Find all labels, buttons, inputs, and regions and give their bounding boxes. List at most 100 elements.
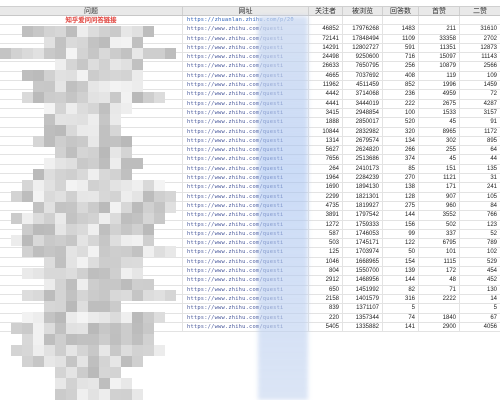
- column-header-url[interactable]: 网址: [183, 7, 309, 15]
- second-likes-cell[interactable]: 529: [486, 258, 497, 265]
- followers-cell[interactable]: 587: [309, 229, 343, 239]
- answers-cell[interactable]: 99: [383, 229, 419, 239]
- followers-cell[interactable]: 1690: [309, 183, 343, 192]
- followers-cell[interactable]: 4665: [309, 71, 343, 81]
- url-link[interactable]: https://www.zhihu.com/questi: [183, 276, 309, 285]
- top-likes-cell[interactable]: 1533: [419, 108, 460, 118]
- question-title-cell[interactable]: [0, 43, 183, 53]
- top-likes-cell[interactable]: 119: [419, 71, 460, 81]
- question-title-cell[interactable]: 知乎爱问问答链接: [0, 16, 183, 25]
- answers-cell[interactable]: 1483: [383, 25, 419, 34]
- question-title-cell[interactable]: [0, 322, 183, 332]
- views-cell[interactable]: 1451992: [343, 285, 383, 294]
- top-likes-cell[interactable]: 11351: [419, 43, 460, 53]
- views-cell[interactable]: 2948854: [343, 108, 383, 118]
- followers-cell[interactable]: 14291: [309, 43, 343, 53]
- top-likes-cell[interactable]: 502: [419, 220, 460, 229]
- followers-cell[interactable]: 839: [309, 304, 343, 313]
- views-cell[interactable]: 1819927: [343, 201, 383, 211]
- views-cell[interactable]: [343, 16, 383, 25]
- top-likes-cell[interactable]: 45: [419, 155, 460, 164]
- views-cell[interactable]: 3714068: [343, 90, 383, 99]
- question-title-cell[interactable]: [0, 313, 183, 322]
- column-header-answers[interactable]: 回答数: [383, 7, 419, 15]
- question-title-cell[interactable]: [0, 53, 183, 62]
- url-link[interactable]: https://www.zhihu.com/questi: [183, 71, 309, 81]
- second-likes-cell[interactable]: 789: [486, 240, 497, 247]
- views-cell[interactable]: 1550700: [343, 267, 383, 276]
- question-title-cell[interactable]: [0, 257, 183, 267]
- top-likes-cell[interactable]: 2675: [419, 99, 460, 108]
- second-likes-cell[interactable]: [460, 16, 500, 24]
- followers-cell[interactable]: 5627: [309, 146, 343, 155]
- views-cell[interactable]: 1894130: [343, 183, 383, 192]
- top-likes-cell[interactable]: 6795: [419, 239, 460, 248]
- answers-cell[interactable]: 266: [383, 146, 419, 155]
- views-cell[interactable]: 12802727: [343, 43, 383, 53]
- second-likes-cell[interactable]: 4056: [483, 323, 497, 330]
- followers-cell[interactable]: 4442: [309, 90, 343, 99]
- views-cell[interactable]: 1745171: [343, 239, 383, 248]
- followers-cell[interactable]: 1888: [309, 118, 343, 127]
- url-link[interactable]: https://www.zhihu.com/questi: [183, 53, 309, 62]
- second-likes-cell[interactable]: 109: [486, 72, 497, 79]
- views-cell[interactable]: 1746053: [343, 229, 383, 239]
- question-title-cell[interactable]: [0, 81, 183, 90]
- views-cell[interactable]: 1371107: [343, 304, 383, 313]
- followers-cell[interactable]: 2912: [309, 276, 343, 285]
- views-cell[interactable]: 1468956: [343, 276, 383, 285]
- second-likes-cell[interactable]: 1172: [484, 128, 497, 135]
- url-link[interactable]: https://www.zhihu.com/questi: [183, 239, 309, 248]
- top-likes-cell[interactable]: 71: [419, 285, 460, 294]
- views-cell[interactable]: 1759333: [343, 220, 383, 229]
- url-link[interactable]: https://www.zhihu.com/questi: [183, 43, 309, 53]
- views-cell[interactable]: 4511459: [343, 81, 383, 90]
- second-likes-cell[interactable]: 72: [490, 91, 497, 98]
- views-cell[interactable]: 2284239: [343, 174, 383, 183]
- question-title-cell[interactable]: [0, 183, 183, 192]
- top-likes-cell[interactable]: 33358: [419, 34, 460, 43]
- answers-cell[interactable]: 134: [383, 136, 419, 146]
- top-likes-cell[interactable]: 1121: [419, 174, 460, 183]
- views-cell[interactable]: 1401579: [343, 294, 383, 304]
- answers-cell[interactable]: 716: [383, 53, 419, 62]
- followers-cell[interactable]: 503: [309, 239, 343, 248]
- followers-cell[interactable]: 2299: [309, 192, 343, 201]
- top-likes-cell[interactable]: 48: [419, 276, 460, 285]
- followers-cell[interactable]: 1272: [309, 220, 343, 229]
- followers-cell[interactable]: 46852: [309, 25, 343, 34]
- answers-cell[interactable]: 82: [383, 285, 419, 294]
- url-link[interactable]: https://www.zhihu.com/questi: [183, 25, 309, 34]
- question-title-cell[interactable]: [0, 146, 183, 155]
- url-link[interactable]: https://www.zhihu.com/questi: [183, 322, 309, 332]
- answers-cell[interactable]: 122: [383, 239, 419, 248]
- question-title-cell[interactable]: [0, 174, 183, 183]
- followers-cell[interactable]: 26633: [309, 62, 343, 71]
- answers-cell[interactable]: 139: [383, 267, 419, 276]
- top-likes-cell[interactable]: 211: [419, 25, 460, 34]
- answers-cell[interactable]: 236: [383, 90, 419, 99]
- answers-cell[interactable]: [383, 16, 419, 25]
- views-cell[interactable]: 2832982: [343, 127, 383, 136]
- followers-cell[interactable]: 220: [309, 313, 343, 322]
- question-title-cell[interactable]: [0, 267, 183, 276]
- question-title-cell[interactable]: [0, 155, 183, 164]
- answers-cell[interactable]: 408: [383, 71, 419, 81]
- question-title-cell[interactable]: [0, 211, 183, 220]
- url-link[interactable]: https://www.zhihu.com/questi: [183, 257, 309, 267]
- question-title-cell[interactable]: [0, 192, 183, 201]
- url-link[interactable]: https://zhuanlan.zhihu.com/p/20: [183, 16, 309, 25]
- url-link[interactable]: https://www.zhihu.com/questi: [183, 108, 309, 118]
- views-cell[interactable]: 1821301: [343, 192, 383, 201]
- views-cell[interactable]: 7037692: [343, 71, 383, 81]
- second-likes-cell[interactable]: 241: [486, 184, 497, 191]
- answers-cell[interactable]: 141: [383, 322, 419, 332]
- followers-cell[interactable]: 804: [309, 267, 343, 276]
- second-likes-cell[interactable]: 895: [486, 137, 497, 144]
- question-title-cell[interactable]: [0, 220, 183, 229]
- views-cell[interactable]: 1335882: [343, 322, 383, 332]
- followers-cell[interactable]: 11962: [309, 81, 343, 90]
- views-cell[interactable]: 1357344: [343, 313, 383, 322]
- column-header-views[interactable]: 被浏览: [343, 7, 383, 15]
- url-link[interactable]: https://www.zhihu.com/questi: [183, 164, 309, 174]
